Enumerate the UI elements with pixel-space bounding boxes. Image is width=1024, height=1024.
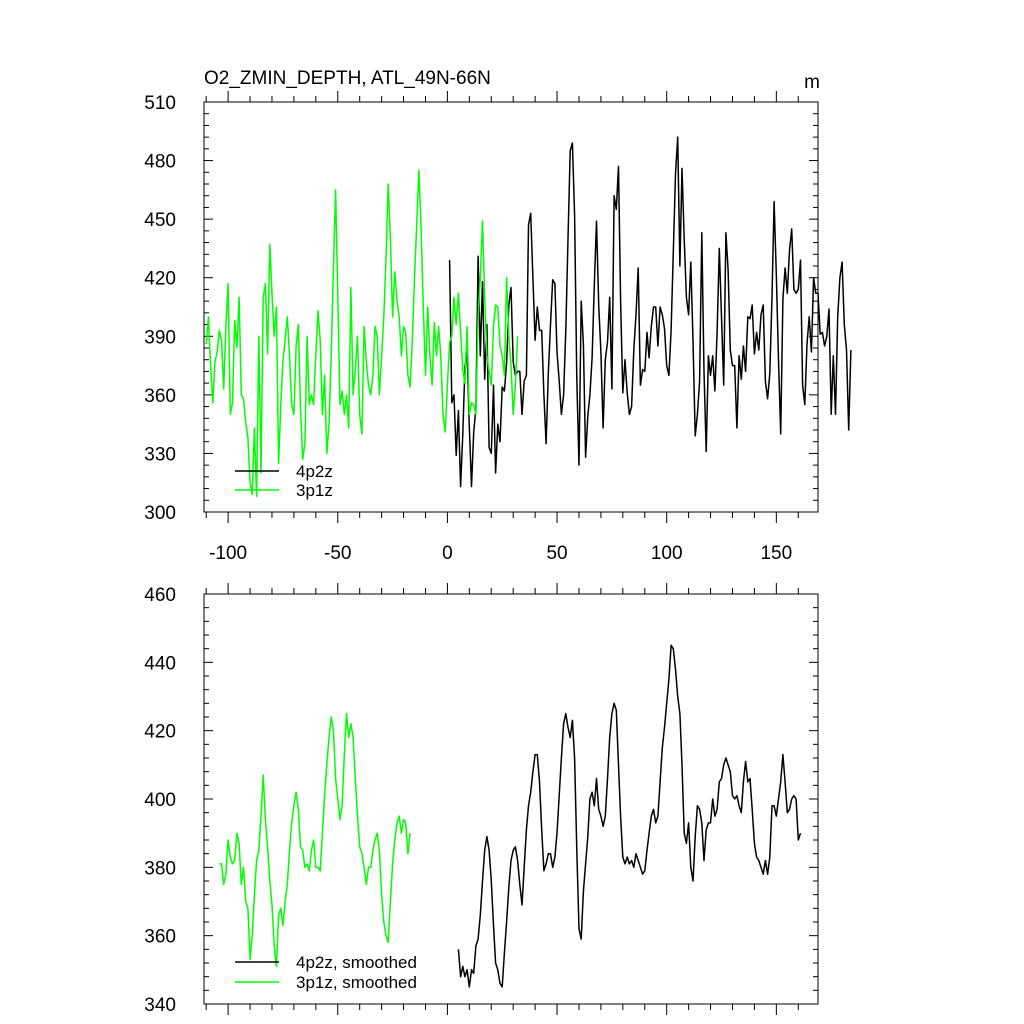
legend-label-4p2z-smoothed: 4p2z, smoothed (296, 953, 417, 972)
top-y-tick-label: 510 (144, 93, 176, 114)
bottom-series-line-black (457, 644, 802, 988)
top-y-tick-label: 480 (144, 152, 176, 173)
top-y-tick-label: 450 (144, 210, 176, 231)
top-y-tick-label: 420 (144, 269, 176, 290)
top-x-tick-label: 150 (760, 543, 792, 564)
top-series-line-green (205, 169, 519, 498)
top-x-tick-label: 100 (651, 543, 683, 564)
bottom-plot-frame (203, 593, 819, 1005)
top-y-tick-label: 330 (144, 444, 176, 465)
bottom-x-axis (205, 583, 799, 1015)
top-x-tick-label: 50 (546, 543, 567, 564)
top-panel: O2_ZMIN_DEPTH, ATL_49N-66N m 300 330 360 39… (144, 68, 852, 564)
top-series-group (205, 136, 852, 498)
top-y-tick-label: 360 (144, 386, 176, 407)
bottom-y-axis: 340 360 380 400 420 440 460 (144, 585, 818, 1016)
legend-label-3p1z-smoothed: 3p1z, smoothed (296, 973, 417, 992)
bottom-series-line-green (219, 712, 411, 968)
bottom-y-tick-label: 420 (144, 722, 176, 743)
top-y-tick-label: 300 (144, 503, 176, 524)
top-y-tick-label: 390 (144, 327, 176, 348)
bottom-y-tick-label: 400 (144, 790, 176, 811)
bottom-series-group (219, 644, 802, 988)
top-chart-units-label: m (804, 72, 820, 93)
top-x-tick-label: -50 (324, 543, 351, 564)
bottom-legend: 4p2z, smoothed 3p1z, smoothed (235, 953, 417, 992)
top-chart-title: O2_ZMIN_DEPTH, ATL_49N-66N (204, 68, 491, 89)
top-legend: 4p2z 3p1z (235, 462, 333, 500)
legend-label-3p1z: 3p1z (296, 481, 333, 500)
bottom-y-tick-label: 340 (144, 995, 176, 1016)
top-x-tick-label: -100 (209, 543, 247, 564)
bottom-y-tick-label: 460 (144, 585, 176, 606)
top-x-tick-label: 0 (442, 543, 453, 564)
bottom-y-tick-label: 360 (144, 927, 176, 948)
bottom-y-tick-label: 440 (144, 653, 176, 674)
bottom-panel: 340 360 380 400 420 440 460 4p2z, smoothed 3p1… (144, 583, 819, 1016)
top-x-axis: -100 -50 0 50 100 150 (205, 91, 799, 564)
top-series-line-black (448, 136, 852, 488)
legend-label-4p2z: 4p2z (296, 462, 333, 481)
top-y-axis: 300 330 360 390 420 450 480 510 (144, 93, 818, 524)
bottom-y-tick-label: 380 (144, 858, 176, 879)
